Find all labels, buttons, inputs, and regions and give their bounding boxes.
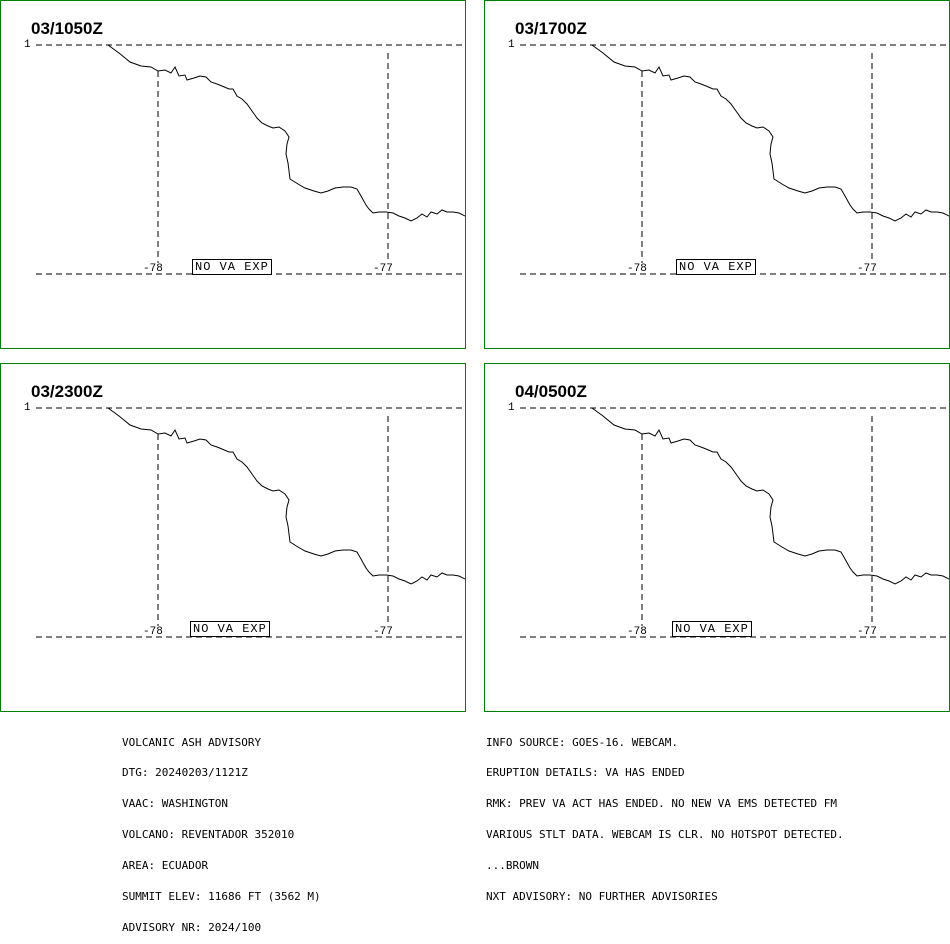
advisory-line: AREA: ECUADOR bbox=[122, 859, 209, 873]
map-panel: 03/2300Z 1 -78 -77 NO VA EXP bbox=[0, 363, 466, 712]
advisory-line: VARIOUS STLT DATA. WEBCAM IS CLR. NO HOT… bbox=[486, 828, 844, 842]
forecast-time: 03/2300Z bbox=[31, 382, 103, 401]
longitude-label-west: -78 bbox=[627, 263, 647, 275]
forecast-time: 03/1700Z bbox=[515, 19, 587, 38]
forecast-time: 04/0500Z bbox=[515, 382, 587, 401]
advisory-line: SUMMIT ELEV: 11686 FT (3562 M) bbox=[122, 890, 321, 904]
longitude-label-east: -77 bbox=[373, 626, 393, 638]
longitude-label-east: -77 bbox=[373, 263, 393, 275]
advisory-line: INFO SOURCE: GOES-16. WEBCAM. bbox=[486, 735, 679, 749]
advisory-header-block: VOLCANIC ASH ADVISORY DTG: 20240203/1121… bbox=[122, 717, 321, 944]
no-va-exp-label: NO VA EXP bbox=[676, 259, 756, 275]
advisory-line: ...BROWN bbox=[486, 859, 539, 873]
advisory-line: VOLCANO: REVENTADOR 352010 bbox=[122, 828, 295, 842]
no-va-exp-label: NO VA EXP bbox=[190, 621, 270, 637]
map-graphic bbox=[520, 407, 949, 638]
no-va-exp-label: NO VA EXP bbox=[672, 621, 752, 637]
map-panel: 03/1050Z 1 -78 -77 NO VA EXP bbox=[0, 0, 466, 349]
advisory-line: ADVISORY NR: 2024/100 bbox=[122, 920, 262, 934]
longitude-label-west: -78 bbox=[143, 263, 163, 275]
latitude-label: 1 bbox=[508, 39, 515, 51]
advisory-line: VAAC: WASHINGTON bbox=[122, 797, 228, 811]
advisory-line: NXT ADVISORY: NO FURTHER ADVISORIES bbox=[486, 890, 718, 904]
coastline-border bbox=[591, 407, 949, 585]
map-graphic bbox=[36, 407, 465, 638]
latitude-label: 1 bbox=[508, 402, 515, 414]
longitude-label-west: -78 bbox=[143, 626, 163, 638]
latitude-label: 1 bbox=[24, 402, 31, 414]
longitude-label-east: -77 bbox=[857, 263, 877, 275]
advisory-line: ERUPTION DETAILS: VA HAS ENDED bbox=[486, 766, 685, 780]
no-va-exp-label: NO VA EXP bbox=[192, 259, 272, 275]
longitude-label-west: -78 bbox=[627, 626, 647, 638]
advisory-line: DTG: 20240203/1121Z bbox=[122, 766, 248, 780]
coastline-border bbox=[107, 407, 465, 585]
longitude-label-east: -77 bbox=[857, 626, 877, 638]
map-graphic bbox=[36, 44, 465, 275]
map-panel: 03/1700Z 1 -78 -77 NO VA EXP bbox=[484, 0, 950, 349]
forecast-time: 03/1050Z bbox=[31, 19, 103, 38]
coastline-border bbox=[591, 44, 949, 222]
map-panel: 04/0500Z 1 -78 -77 NO VA EXP bbox=[484, 363, 950, 712]
advisory-line: VOLCANIC ASH ADVISORY bbox=[122, 735, 262, 749]
latitude-label: 1 bbox=[24, 39, 31, 51]
advisory-line: RMK: PREV VA ACT HAS ENDED. NO NEW VA EM… bbox=[486, 797, 837, 811]
map-graphic bbox=[520, 44, 949, 275]
advisory-remarks-block: INFO SOURCE: GOES-16. WEBCAM. ERUPTION D… bbox=[486, 717, 844, 913]
coastline-border bbox=[107, 44, 465, 222]
